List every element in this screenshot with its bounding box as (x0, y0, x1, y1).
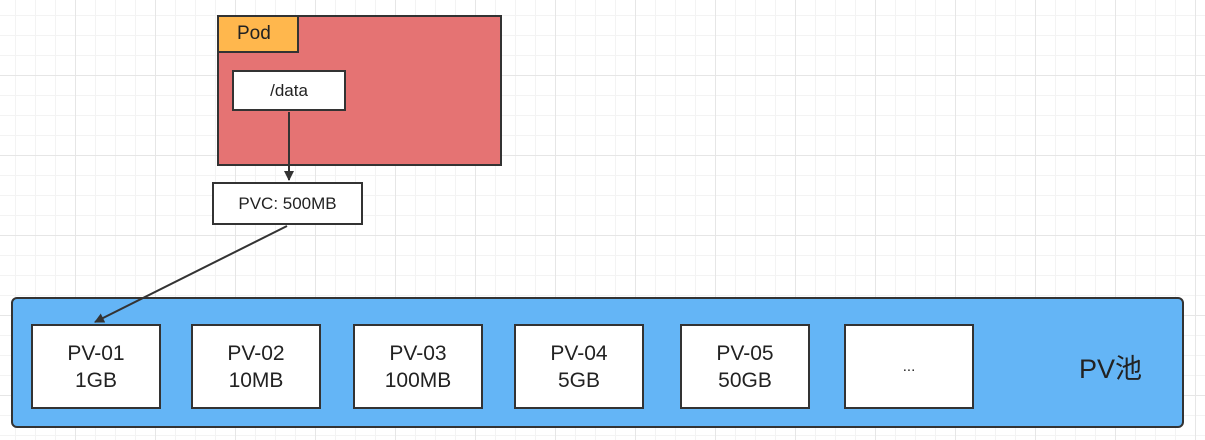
pv-more-label: ... (902, 358, 916, 375)
pv-box: PV-01 1GB (31, 324, 161, 409)
pv-name: PV-01 (67, 341, 125, 365)
pod-label: Pod (219, 17, 299, 53)
pv-size: 1GB (74, 368, 118, 392)
pv-more-box: ... (844, 324, 974, 409)
pv-box: PV-05 50GB (680, 324, 810, 409)
pv-size: 100MB (384, 368, 452, 392)
pv-box: PV-04 5GB (514, 324, 644, 409)
mount-path-box: /data (232, 70, 346, 111)
pv-pool: PV-01 1GB PV-02 10MB PV-03 100MB PV-04 5… (11, 297, 1184, 428)
pv-name: PV-04 (550, 341, 608, 365)
pv-size: 50GB (718, 368, 772, 392)
pvc-box: PVC: 500MB (212, 182, 363, 225)
pv-box: PV-03 100MB (353, 324, 483, 409)
pv-size: 10MB (228, 368, 284, 392)
pv-name: PV-02 (227, 341, 285, 365)
pool-label: PV池 (1079, 354, 1143, 384)
pv-box: PV-02 10MB (191, 324, 321, 409)
pv-name: PV-03 (389, 341, 447, 365)
pv-size: 5GB (557, 368, 601, 392)
pv-name: PV-05 (716, 341, 774, 365)
pvc-to-pv-arrow (94, 225, 288, 323)
